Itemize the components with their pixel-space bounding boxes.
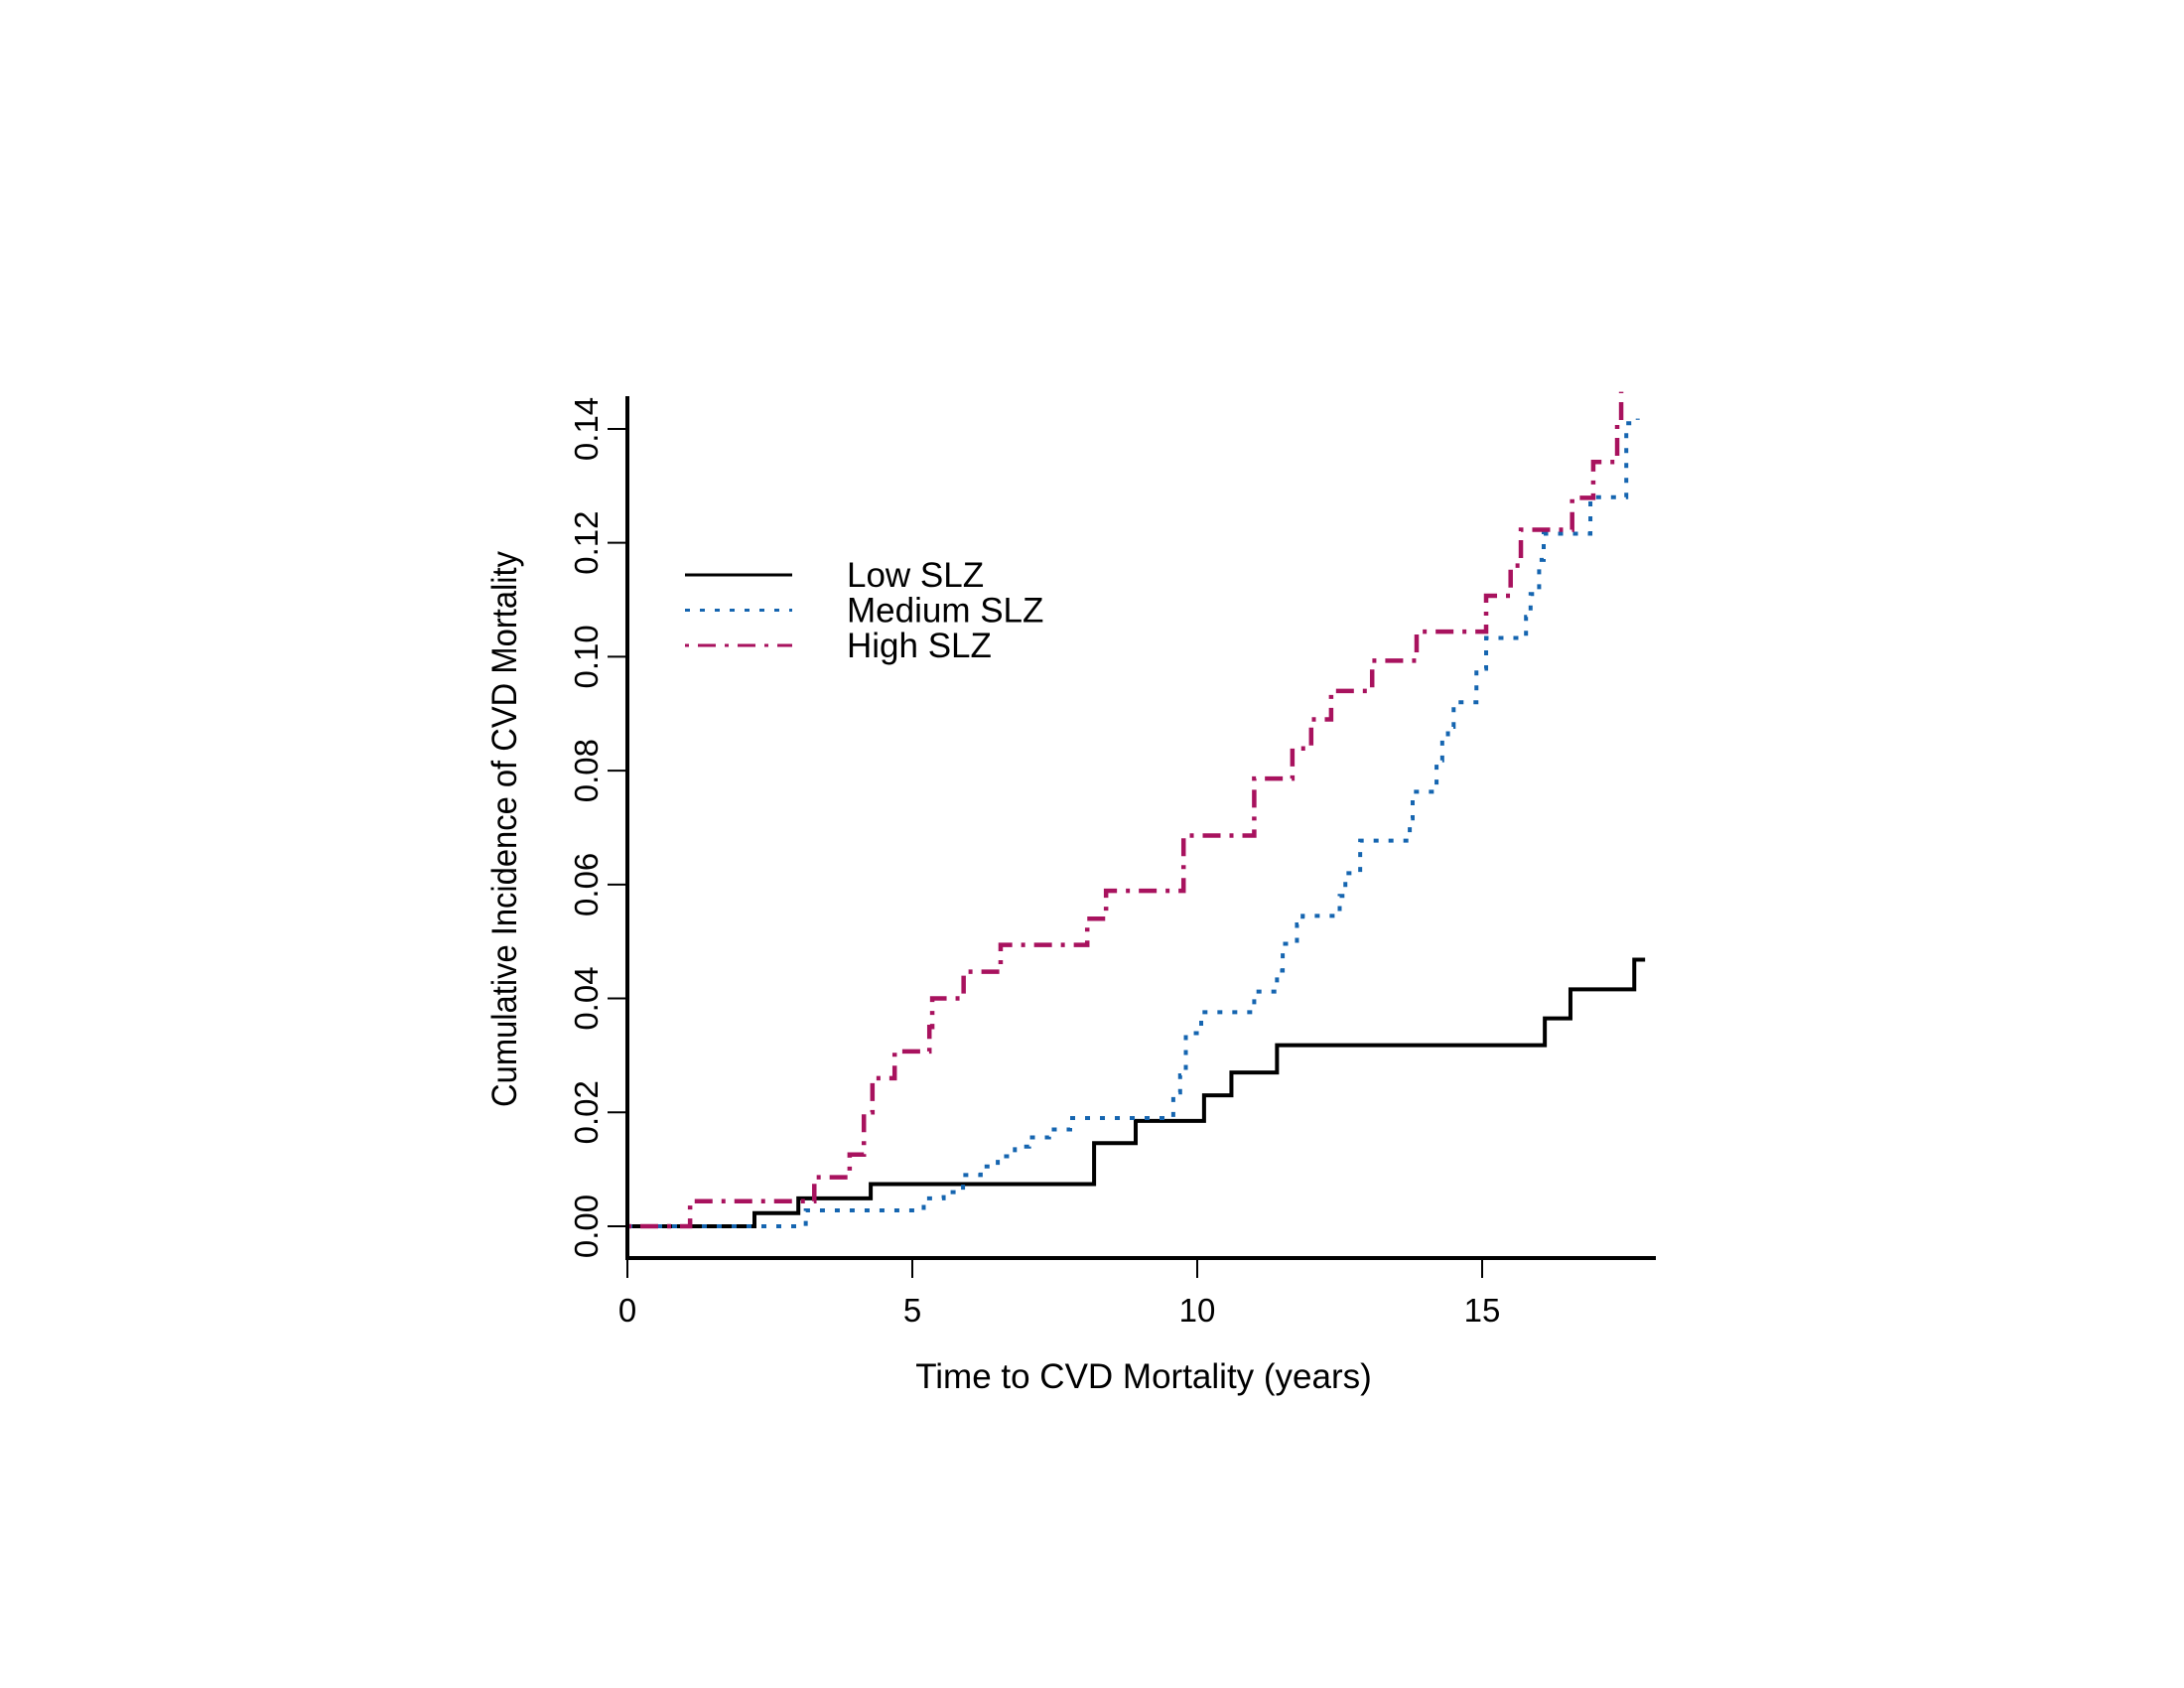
y-tick-label: 0.02 <box>568 1080 605 1144</box>
legend-label: High SLZ <box>847 627 992 665</box>
y-tick-label: 0.14 <box>568 397 605 461</box>
x-tick-label: 10 <box>1179 1292 1216 1329</box>
x-axis-title: Time to CVD Mortality (years) <box>915 1357 1372 1396</box>
series-line-low-slz <box>627 957 1646 1228</box>
y-tick-label: 0.06 <box>568 853 605 916</box>
series-line-medium-slz <box>627 418 1640 1228</box>
y-tick-label: 0.12 <box>568 511 605 575</box>
x-tick-label: 0 <box>618 1292 636 1329</box>
y-tick-label: 0.10 <box>568 625 605 688</box>
y-tick-label: 0.04 <box>568 966 605 1030</box>
y-axis-title: Cumulative Incidence of CVD Mortality <box>485 551 524 1107</box>
x-axis-ticks: 0 5 10 15 <box>618 1258 1501 1329</box>
legend-label: Low SLZ <box>847 556 984 595</box>
y-tick-label: 0.08 <box>568 739 605 802</box>
y-axis-ticks: 0.00 0.02 0.04 0.06 0.08 0.10 0.12 0.14 <box>568 397 627 1258</box>
y-tick-label: 0.00 <box>568 1195 605 1258</box>
series-line-high-slz <box>627 391 1624 1229</box>
legend-label: Medium SLZ <box>847 592 1043 631</box>
plot-lines <box>627 391 1646 1229</box>
x-tick-label: 5 <box>903 1292 921 1329</box>
x-tick-label: 15 <box>1464 1292 1501 1329</box>
